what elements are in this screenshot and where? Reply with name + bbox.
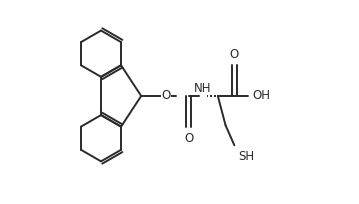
Text: O: O	[161, 90, 171, 102]
Text: OH: OH	[253, 90, 271, 102]
Text: SH: SH	[238, 150, 255, 163]
Text: NH: NH	[194, 82, 211, 95]
Text: O: O	[184, 132, 193, 145]
Text: O: O	[230, 48, 239, 61]
